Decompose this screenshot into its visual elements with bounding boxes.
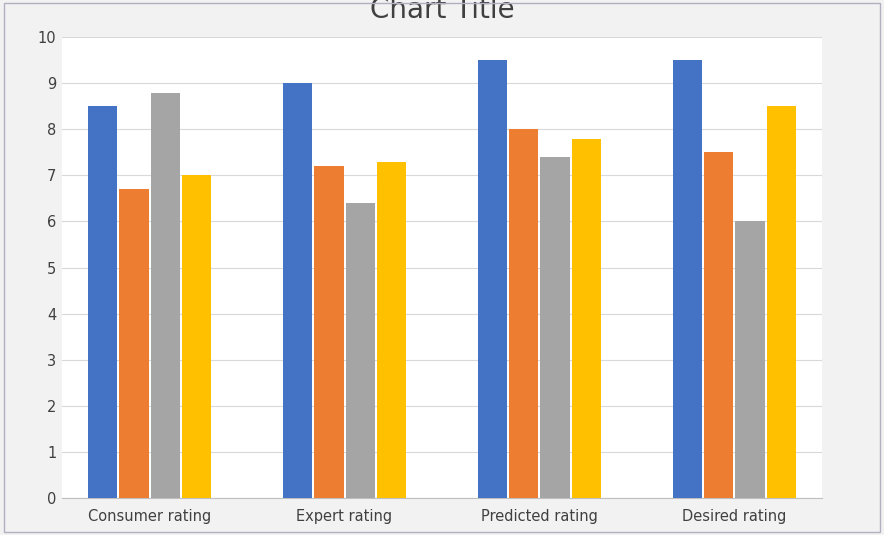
Bar: [478, 60, 507, 498]
Bar: [283, 83, 312, 498]
Bar: [88, 106, 118, 498]
Bar: [540, 157, 569, 498]
Bar: [735, 221, 765, 498]
Bar: [572, 139, 601, 498]
Bar: [673, 60, 702, 498]
Bar: [150, 93, 179, 498]
Bar: [509, 129, 538, 498]
Bar: [315, 166, 344, 498]
Bar: [346, 203, 375, 498]
Bar: [766, 106, 796, 498]
Bar: [705, 152, 734, 498]
Title: Chart Title: Chart Title: [370, 0, 514, 24]
Bar: [377, 162, 406, 498]
Bar: [182, 175, 211, 498]
Bar: [119, 189, 149, 498]
